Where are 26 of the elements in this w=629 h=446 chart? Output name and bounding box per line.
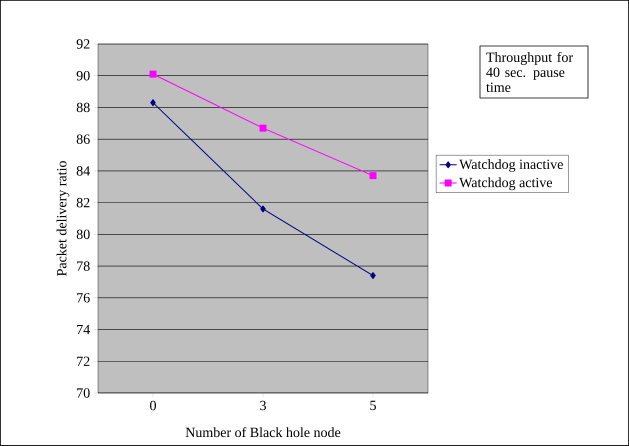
y-tick-label: 72: [77, 356, 90, 366]
legend-label: Watchdog active: [459, 177, 552, 190]
x-tick-label: 5: [370, 400, 376, 410]
y-tick-label: 84: [76, 166, 90, 176]
point: [150, 70, 157, 78]
x-tick-label: 3: [260, 400, 266, 410]
y-tick-label: 80: [76, 230, 90, 240]
x-axis-title: Number of Black hole node: [186, 427, 340, 438]
point: [260, 124, 267, 132]
y-tick-label: 86: [76, 134, 90, 144]
y-tick-label: 88: [76, 102, 90, 112]
y-tick-label: 70: [77, 388, 90, 398]
legend-label: Watchdog inactive: [459, 159, 563, 172]
y-tick-label: 90: [76, 70, 90, 80]
y-tick-label: 76: [77, 293, 90, 303]
point: [150, 99, 156, 106]
point: [370, 172, 376, 180]
y-tick-label: 78: [77, 261, 90, 271]
y-axis-title: Packet delivery ratio: [56, 161, 70, 276]
y-tick-label: 74: [77, 324, 90, 334]
point: [260, 205, 266, 212]
point: [370, 272, 376, 280]
text: Throughput for 40 sec. pause time: [486, 52, 573, 92]
y-tick-label: 82: [76, 198, 90, 208]
y-tick-label: 92: [76, 39, 90, 49]
x-tick-label: 0: [150, 400, 156, 410]
